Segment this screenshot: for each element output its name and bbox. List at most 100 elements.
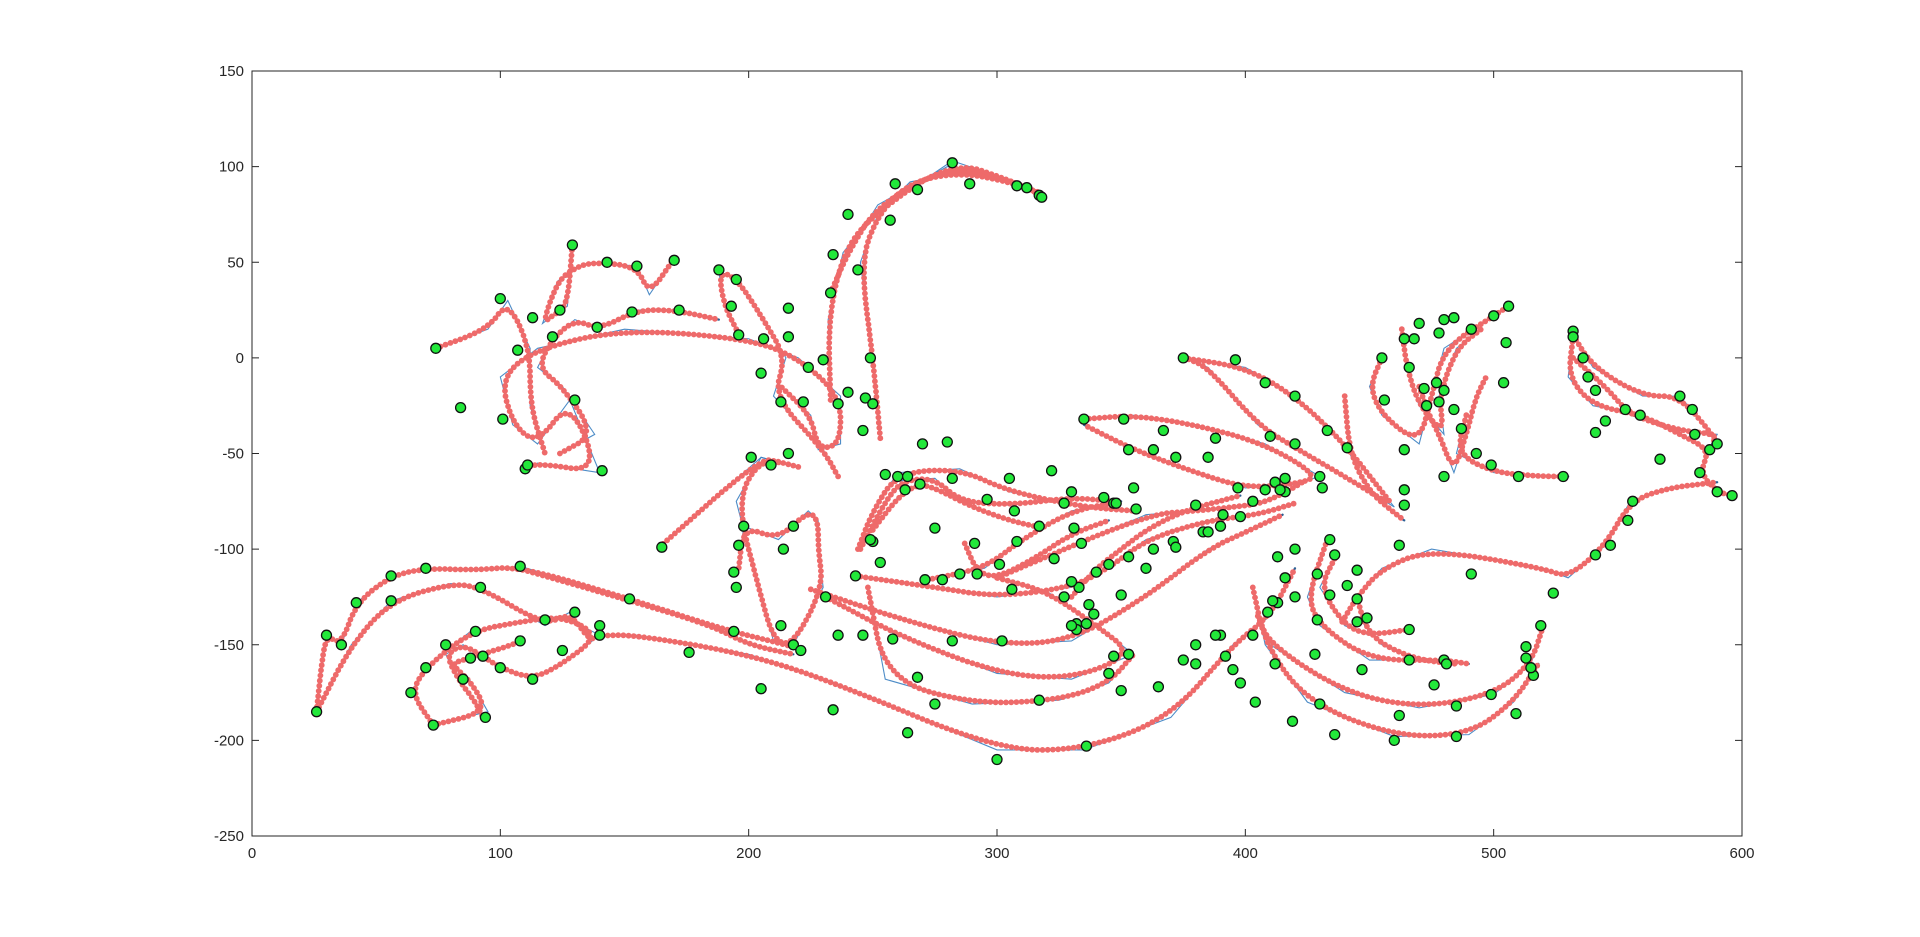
sample-point: [1279, 437, 1286, 443]
sample-point: [1186, 691, 1193, 697]
sample-point: [1366, 473, 1373, 479]
sample-point: [858, 226, 864, 233]
sample-point: [1603, 371, 1610, 378]
sample-point: [579, 584, 586, 590]
sample-point: [365, 591, 371, 597]
sample-point: [545, 304, 552, 310]
sample-point: [1017, 590, 1024, 597]
sample-point: [989, 558, 995, 565]
sample-point: [905, 710, 911, 716]
control-point-marker: [775, 619, 787, 632]
sample-point: [661, 637, 668, 644]
sample-point: [936, 467, 943, 474]
control-point-marker: [1589, 384, 1602, 397]
sample-point: [769, 532, 776, 538]
sample-point: [1429, 417, 1435, 424]
sample-point: [1420, 551, 1426, 558]
control-point-marker: [1420, 400, 1433, 412]
sample-point: [882, 510, 889, 517]
sample-point: [447, 659, 453, 665]
sample-point: [836, 429, 843, 436]
sample-point: [813, 593, 820, 600]
sample-point: [1445, 551, 1452, 557]
sample-point: [1506, 700, 1513, 707]
control-point-marker: [1118, 413, 1130, 425]
sample-point: [1160, 457, 1167, 464]
sample-point: [971, 504, 977, 511]
sample-point: [982, 477, 988, 484]
sample-point: [1006, 500, 1013, 507]
sample-point: [1482, 719, 1488, 726]
sample-point: [1260, 509, 1267, 516]
sample-point: [1479, 463, 1485, 470]
sample-point: [1343, 408, 1349, 415]
sample-point: [877, 208, 883, 215]
sample-point: [573, 404, 580, 411]
sample-point: [718, 489, 725, 496]
sample-point: [1066, 604, 1073, 610]
sample-point: [1581, 560, 1588, 567]
sample-point: [361, 594, 368, 601]
sample-point: [1490, 713, 1497, 720]
sample-point: [1335, 612, 1342, 619]
sample-point: [548, 666, 554, 673]
sample-point: [580, 320, 587, 327]
sample-point: [1347, 605, 1354, 612]
sample-point: [955, 588, 962, 594]
sample-point: [502, 393, 509, 400]
sample-point: [315, 688, 322, 694]
sample-point: [831, 598, 838, 605]
control-point-marker: [1557, 470, 1569, 483]
sample-point: [1304, 467, 1311, 474]
sample-point: [683, 520, 690, 526]
control-point-marker: [1438, 313, 1450, 326]
sample-point: [926, 467, 933, 474]
sample-point: [876, 424, 883, 431]
sample-point: [798, 668, 805, 675]
sample-point: [1265, 508, 1272, 514]
sample-point: [1391, 628, 1398, 635]
sample-point: [911, 619, 918, 626]
sample-point: [970, 590, 977, 597]
sample-point: [762, 320, 769, 327]
sample-point: [740, 490, 747, 497]
sample-point: [983, 738, 990, 745]
sample-point: [1179, 509, 1185, 516]
sample-point: [1380, 655, 1387, 662]
sample-point: [1153, 512, 1160, 519]
control-point-marker: [1036, 191, 1048, 203]
sample-point: [513, 670, 520, 677]
sample-point: [1651, 392, 1657, 399]
sample-point: [1001, 485, 1008, 491]
sample-point: [540, 354, 546, 361]
sample-point: [1680, 400, 1687, 407]
sample-point: [1048, 586, 1055, 593]
sample-point: [1341, 713, 1348, 720]
sample-point: [1439, 441, 1446, 448]
sample-point: [1069, 510, 1075, 516]
sample-point: [1316, 673, 1323, 679]
sample-point: [1373, 399, 1380, 406]
sample-point: [440, 719, 447, 726]
sample-point: [1028, 589, 1034, 596]
sample-point: [1535, 638, 1542, 644]
sample-point: [582, 422, 589, 429]
sample-point: [876, 518, 882, 525]
sample-point: [820, 377, 826, 384]
sample-point: [672, 638, 678, 645]
sample-point: [803, 411, 810, 417]
control-point-marker: [1229, 354, 1242, 366]
sample-point: [1020, 672, 1026, 678]
sample-point: [1462, 727, 1469, 734]
sample-point: [748, 556, 755, 563]
sample-point: [1397, 426, 1404, 433]
sample-point: [1543, 567, 1550, 574]
sample-point: [1092, 522, 1099, 528]
sample-point: [726, 312, 733, 319]
sample-point: [1091, 666, 1098, 673]
sample-point: [573, 465, 580, 472]
sample-point: [1280, 503, 1287, 510]
sample-point: [1611, 394, 1618, 401]
sample-point: [1321, 675, 1328, 682]
sample-point: [1401, 346, 1408, 353]
